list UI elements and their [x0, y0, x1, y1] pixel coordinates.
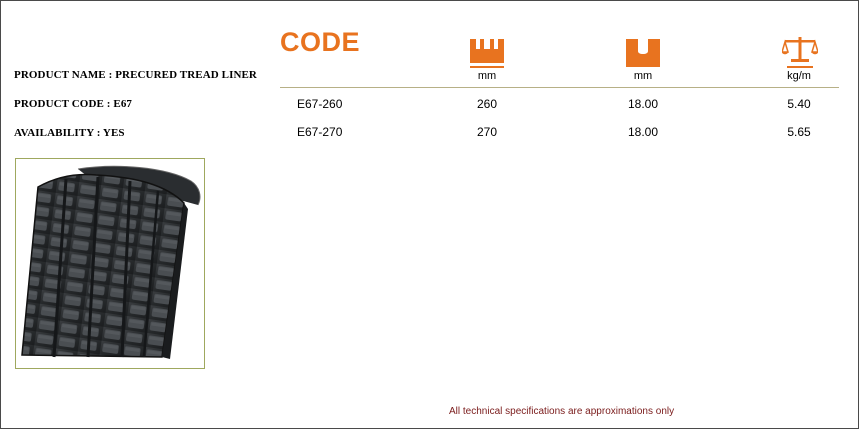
product-code-label: PRODUCT CODE : E67 [14, 98, 133, 110]
row-1-width: 260 [476, 97, 498, 111]
depth-unit: mm [633, 70, 653, 82]
tread-liner-image [21, 165, 201, 359]
code-column-title: CODE [280, 27, 361, 57]
row-2-code: E67-270 [297, 125, 343, 139]
product-name-label: PRODUCT NAME : PRECURED TREAD LINER [14, 69, 257, 81]
disclaimer-note: All technical specifications are approxi… [449, 406, 675, 417]
tread-liner-photo [15, 158, 205, 369]
row-2-weight: 5.65 [787, 125, 811, 139]
weight-unit: kg/m [787, 70, 811, 82]
row-1-depth: 18.00 [627, 97, 659, 111]
weight-scale-icon [782, 37, 818, 68]
tread-depth-icon [626, 39, 660, 67]
row-2-width: 270 [476, 125, 498, 139]
row-1-weight: 5.40 [787, 97, 811, 111]
header-divider [280, 87, 839, 88]
tread-width-icon [470, 39, 504, 68]
row-1-code: E67-260 [297, 97, 343, 111]
availability-label: AVAILABILITY : YES [14, 127, 125, 139]
row-2-depth: 18.00 [627, 125, 659, 139]
width-unit: mm [477, 70, 497, 82]
